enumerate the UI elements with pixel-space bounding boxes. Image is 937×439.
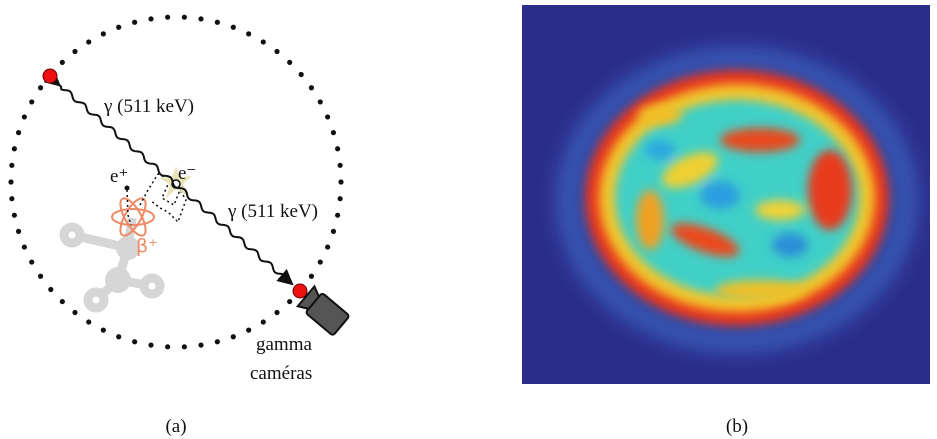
detector-dot	[9, 162, 15, 168]
detector-dot	[198, 16, 204, 22]
detector-dot	[148, 16, 154, 22]
detector-dot	[181, 14, 187, 20]
detector-dot	[132, 19, 138, 25]
detector-dot	[100, 327, 106, 333]
detector-dot	[260, 319, 266, 325]
detector-dot	[198, 342, 204, 348]
detector-dot	[59, 59, 65, 66]
detector-dot	[246, 31, 252, 37]
detector-dot	[116, 24, 122, 30]
detector-dot	[181, 344, 187, 350]
detector-dot	[330, 228, 337, 234]
gamma-label: γ (511 keV)	[227, 201, 318, 222]
camera-icon	[295, 284, 350, 336]
detector-dot	[72, 48, 78, 55]
detector-dot	[11, 212, 17, 218]
detector-dot	[86, 39, 92, 45]
detector-dot	[148, 342, 154, 348]
detector-dot	[335, 146, 341, 152]
gamma-label: γ (511 keV)	[103, 96, 194, 117]
detector-dot	[246, 327, 252, 333]
detector-dot	[72, 309, 78, 316]
detector-dot	[325, 244, 331, 250]
detector-dot	[308, 273, 315, 279]
detector-dot	[100, 31, 106, 37]
caption: (a)	[165, 416, 186, 437]
detector-dot	[230, 334, 236, 340]
detector-dot	[15, 130, 22, 136]
detector-dot	[165, 344, 171, 350]
detector-hit	[292, 283, 308, 299]
detector-dot	[37, 273, 44, 279]
detector-dot	[335, 212, 341, 218]
detector-dot	[325, 114, 331, 120]
detector-dot	[48, 286, 54, 293]
detector-dot	[21, 114, 27, 120]
detector-dot	[15, 228, 22, 234]
beta-label: β⁺	[136, 235, 158, 257]
detector-dot	[29, 99, 35, 105]
detector-dot	[337, 196, 343, 202]
detector-dot	[230, 24, 236, 30]
detector-dot	[338, 179, 344, 185]
detector-dot	[214, 19, 220, 25]
camera-label: gamma	[256, 334, 312, 355]
electron-label: e⁻	[178, 163, 196, 184]
detector-dot	[287, 59, 293, 66]
detector-dot	[86, 319, 92, 325]
detector-dot	[37, 85, 44, 91]
detector-dot	[59, 298, 65, 305]
detector-dot	[165, 14, 171, 20]
detector-dot	[11, 146, 17, 152]
detector-dot	[274, 48, 280, 55]
detector-dot	[308, 85, 315, 91]
detector-dot	[274, 309, 280, 316]
detector-dot	[214, 339, 220, 345]
detector-dot	[317, 259, 323, 265]
detector-dot	[21, 244, 27, 250]
detector-dot	[260, 39, 266, 45]
detector-dot	[337, 162, 343, 168]
detector-dot	[116, 334, 122, 340]
gamma-ray	[43, 70, 294, 286]
detector-dot	[29, 259, 35, 265]
detector-dot	[132, 339, 138, 345]
detector-dot	[317, 99, 323, 105]
detector-dot	[298, 71, 304, 78]
detector-dot	[8, 179, 14, 185]
detector-dot	[330, 130, 337, 136]
pet-image	[522, 5, 930, 384]
positron-label: e⁺	[110, 166, 128, 187]
detector-dot	[9, 196, 15, 202]
detector-dot	[287, 298, 293, 305]
detector-hit	[42, 68, 58, 84]
caption: (b)	[726, 416, 748, 437]
camera-label: caméras	[250, 363, 312, 384]
